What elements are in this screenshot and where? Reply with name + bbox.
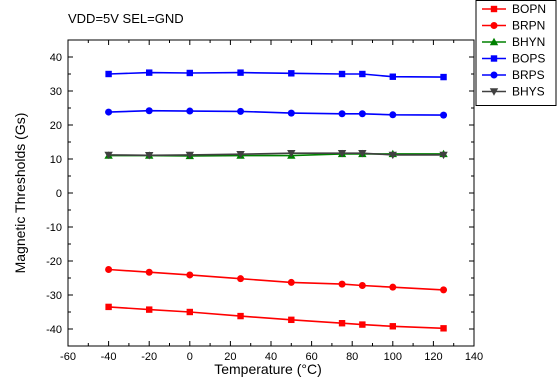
data-point-bops bbox=[440, 73, 447, 81]
y-tick-label: -10 bbox=[46, 222, 62, 234]
legend-swatch-marker bbox=[490, 5, 498, 13]
data-point-bhys bbox=[388, 151, 397, 160]
series-bhys bbox=[104, 150, 448, 160]
legend-item-bhyn: BHYN bbox=[482, 35, 545, 49]
plot-frame bbox=[67, 39, 475, 347]
condition-annotation: VDD=5V SEL=GND bbox=[68, 11, 184, 26]
x-axis: -60 -40 -20 0 20 40 60 80 100 120 140 bbox=[60, 40, 483, 363]
x-tick-label: 0 bbox=[187, 351, 193, 363]
legend-label-bops: BOPS bbox=[512, 52, 545, 66]
x-tick-label: 60 bbox=[305, 351, 317, 363]
legend-item-bhys: BHYS bbox=[482, 85, 545, 99]
x-axis-title: Temperature (°C) bbox=[214, 361, 322, 377]
y-tick-label: 30 bbox=[50, 86, 62, 98]
data-point-bopn bbox=[359, 321, 366, 328]
data-point-bhys bbox=[358, 150, 367, 158]
data-point-bopn bbox=[105, 303, 112, 311]
data-point-bops bbox=[359, 70, 366, 78]
data-point-bhys bbox=[337, 150, 347, 158]
series-bopn bbox=[105, 303, 447, 332]
data-point-brps bbox=[358, 110, 366, 118]
data-point-brpn bbox=[145, 268, 153, 276]
y-tick-label: -40 bbox=[46, 324, 62, 336]
data-point-bops bbox=[146, 69, 153, 76]
x-tick-label: 100 bbox=[384, 351, 402, 363]
data-point-brps bbox=[237, 107, 245, 115]
y-tick-label: -30 bbox=[46, 290, 62, 302]
x-tick-label: -20 bbox=[141, 351, 157, 363]
legend-label-brps: BRPS bbox=[512, 68, 545, 82]
data-point-bops bbox=[186, 69, 193, 77]
y-tick-label: 20 bbox=[50, 120, 62, 132]
legend-item-brpn: BRPN bbox=[482, 19, 545, 33]
y-axis: -40 -30 -20 -10 0 10 20 30 40 bbox=[46, 52, 474, 336]
data-point-brpn bbox=[440, 286, 448, 294]
legend-swatch-marker bbox=[489, 88, 499, 96]
data-point-bhys bbox=[145, 152, 154, 160]
data-point-brps bbox=[105, 108, 113, 116]
data-point-brpn bbox=[237, 275, 245, 283]
legend-swatch-marker bbox=[490, 71, 498, 79]
x-tick-label: -40 bbox=[101, 351, 117, 363]
data-point-bops bbox=[237, 69, 244, 76]
legend-label-bhys: BHYS bbox=[512, 85, 545, 99]
data-point-brpn bbox=[389, 283, 397, 291]
data-point-bops bbox=[105, 70, 112, 78]
data-point-bops bbox=[389, 73, 396, 80]
legend-box bbox=[475, 0, 557, 106]
legend: BOPN BRPN BHYN BOPS BRPS BHYS bbox=[475, 0, 557, 106]
legend-swatch-marker bbox=[490, 55, 498, 62]
y-tick-label: -20 bbox=[46, 256, 62, 268]
x-tick-label: -60 bbox=[60, 351, 76, 363]
legend-label-bhyn: BHYN bbox=[512, 35, 545, 49]
x-tick-label: 40 bbox=[265, 351, 277, 363]
data-point-bops bbox=[288, 70, 295, 77]
x-tick-label: 80 bbox=[346, 351, 358, 363]
x-tick-label: 140 bbox=[465, 351, 483, 363]
data-point-bopn bbox=[146, 306, 153, 313]
series-brps bbox=[105, 107, 448, 119]
y-tick-label: 10 bbox=[50, 154, 62, 166]
legend-label-bopn: BOPN bbox=[512, 2, 546, 16]
data-point-bhys bbox=[104, 151, 113, 160]
legend-label-brpn: BRPN bbox=[512, 19, 545, 33]
legend-item-bops: BOPS bbox=[482, 52, 545, 66]
data-point-brpn bbox=[186, 271, 194, 279]
x-tick-label: 20 bbox=[224, 351, 236, 363]
data-point-brps bbox=[440, 111, 448, 119]
data-point-brps bbox=[338, 110, 346, 118]
data-point-brps bbox=[287, 109, 295, 117]
data-point-bopn bbox=[440, 325, 447, 332]
data-point-bhys bbox=[287, 150, 296, 158]
data-point-brps bbox=[145, 107, 153, 115]
data-point-bopn bbox=[338, 320, 346, 327]
x-tick-label: 120 bbox=[424, 351, 442, 363]
data-point-bhys bbox=[439, 151, 448, 160]
series-layer bbox=[104, 69, 448, 332]
y-axis-title: Magnetic Thresholds (Gs) bbox=[12, 113, 28, 274]
data-point-brpn bbox=[287, 278, 295, 286]
data-point-bhys bbox=[185, 151, 194, 160]
data-point-bopn bbox=[288, 316, 295, 324]
data-point-brpn bbox=[358, 281, 366, 289]
y-tick-label: 0 bbox=[56, 188, 62, 200]
legend-item-brps: BRPS bbox=[482, 68, 545, 82]
data-point-bopn bbox=[389, 323, 396, 330]
data-point-bopn bbox=[186, 308, 193, 316]
data-point-bopn bbox=[237, 312, 244, 320]
data-point-brps bbox=[186, 107, 194, 115]
legend-swatch-marker bbox=[490, 22, 498, 29]
series-bops bbox=[105, 69, 447, 81]
legend-item-bopn: BOPN bbox=[482, 2, 546, 16]
data-point-bops bbox=[338, 70, 346, 78]
y-tick-label: 40 bbox=[50, 52, 62, 64]
data-point-bhys bbox=[236, 151, 245, 159]
series-brpn bbox=[105, 266, 448, 294]
legend-swatch-marker bbox=[489, 37, 499, 46]
data-point-brps bbox=[389, 111, 397, 119]
data-point-brpn bbox=[105, 266, 113, 273]
data-point-brpn bbox=[338, 280, 346, 288]
plot-border bbox=[67, 39, 475, 347]
